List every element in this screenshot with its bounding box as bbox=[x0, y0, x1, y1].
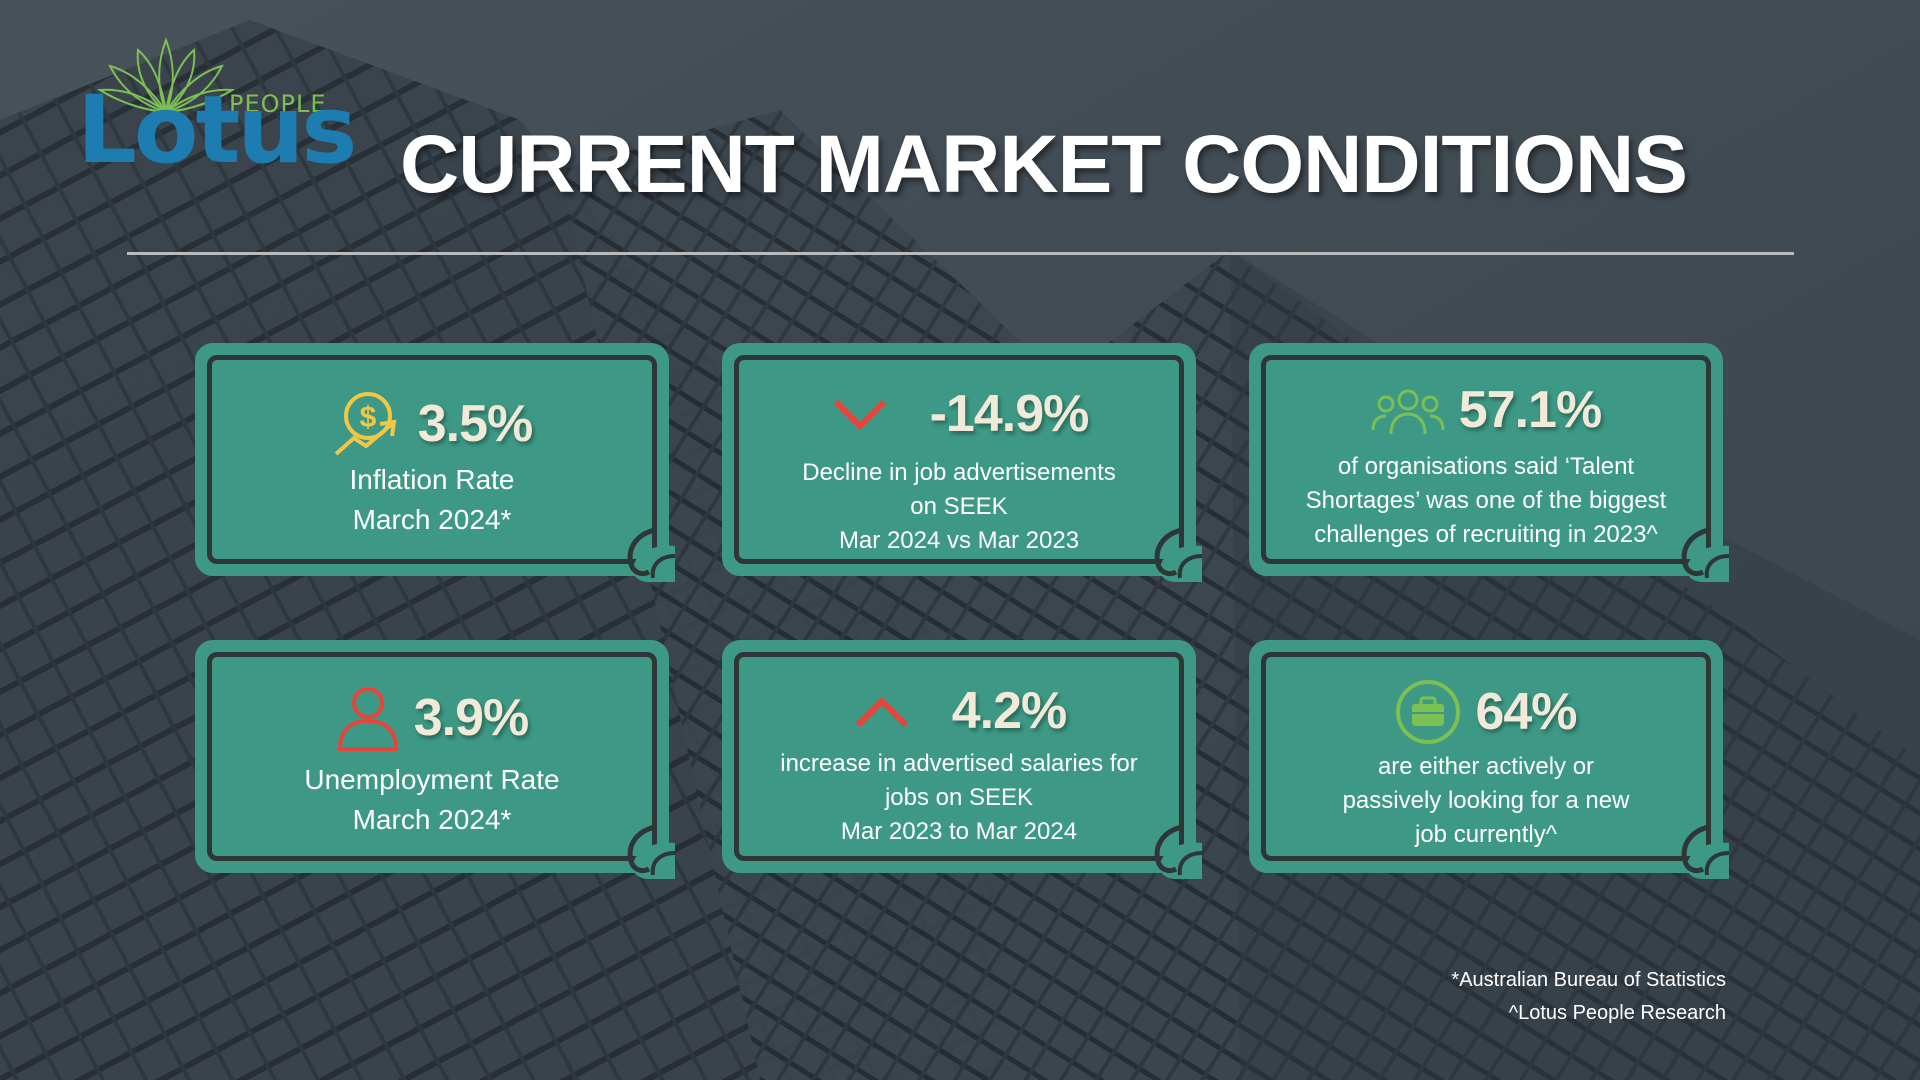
stat-value: 64% bbox=[1475, 683, 1577, 741]
stat-line: increase in advertised salaries for bbox=[780, 750, 1138, 777]
leaf-curl-icon bbox=[1681, 824, 1729, 879]
stat-line: March 2024* bbox=[352, 804, 512, 835]
stat-line: Inflation Rate bbox=[349, 464, 515, 495]
stat-card-job-seekers: 64% are either actively or passively loo… bbox=[1249, 640, 1729, 879]
stat-line: challenges of recruiting in 2023^ bbox=[1314, 521, 1658, 548]
leaf-curl-icon bbox=[1154, 824, 1202, 879]
stat-line: job currently^ bbox=[1415, 821, 1557, 848]
stat-card-job-ads: -14.9% Decline in job advertisements on … bbox=[722, 343, 1202, 582]
person-icon bbox=[337, 687, 398, 751]
stat-value: 3.5% bbox=[417, 395, 534, 453]
stat-line: Shortages’ was one of the biggest bbox=[1305, 487, 1667, 514]
stat-value: 4.2% bbox=[951, 682, 1068, 740]
stat-value: -14.9% bbox=[929, 385, 1090, 443]
lotus-people-logo bbox=[76, 36, 336, 186]
stat-card-talent-shortages: 57.1% of organisations said ‘Talent Shor… bbox=[1249, 343, 1729, 582]
stat-card-salaries: 4.2% increase in advertised salaries for… bbox=[722, 640, 1202, 879]
stat-card-inflation: $ 3.5% Inflation Rate March 2024* bbox=[195, 343, 675, 582]
stat-line: passively looking for a new bbox=[1342, 787, 1630, 814]
leaf-curl-icon bbox=[1681, 527, 1729, 582]
logo-wordmark: Lotus bbox=[77, 76, 357, 185]
stat-line: Mar 2024 vs Mar 2023 bbox=[838, 527, 1080, 554]
people-group-icon bbox=[1371, 389, 1445, 435]
page-title: CURRENT MARKET CONDITIONS bbox=[400, 119, 1688, 210]
stat-line: Unemployment Rate bbox=[304, 764, 560, 795]
leaf-curl-icon bbox=[627, 527, 675, 582]
dollar-trend-icon: $ bbox=[334, 392, 397, 456]
stat-line: are either actively or bbox=[1377, 753, 1595, 780]
stat-line: Mar 2023 to Mar 2024 bbox=[840, 818, 1078, 845]
footnote-abs: *Australian Bureau of Statistics bbox=[1451, 969, 1726, 991]
footnote-research: ^Lotus People Research bbox=[1508, 1002, 1726, 1024]
lotus-flower-icon bbox=[96, 37, 236, 115]
stat-value: 3.9% bbox=[413, 689, 530, 747]
stat-line: March 2024* bbox=[352, 504, 512, 535]
leaf-curl-icon bbox=[1154, 527, 1202, 582]
svg-text:$: $ bbox=[359, 401, 376, 434]
stat-line: Decline in job advertisements bbox=[802, 459, 1116, 486]
footnotes: *Australian Bureau of Statistics ^Lotus … bbox=[1451, 964, 1726, 1030]
leaf-curl-icon bbox=[627, 824, 675, 879]
chevron-down-icon bbox=[833, 399, 886, 431]
briefcase-icon bbox=[1396, 680, 1461, 744]
title-divider bbox=[127, 252, 1794, 255]
stat-line: on SEEK bbox=[910, 493, 1008, 520]
stat-line: jobs on SEEK bbox=[884, 784, 1034, 811]
logo-subtext: PEOPLE bbox=[229, 90, 327, 118]
stat-card-unemployment: 3.9% Unemployment Rate March 2024* bbox=[195, 640, 675, 879]
chevron-up-icon bbox=[855, 696, 908, 728]
stat-value: 57.1% bbox=[1458, 381, 1602, 439]
stat-line: of organisations said ‘Talent bbox=[1337, 453, 1635, 480]
